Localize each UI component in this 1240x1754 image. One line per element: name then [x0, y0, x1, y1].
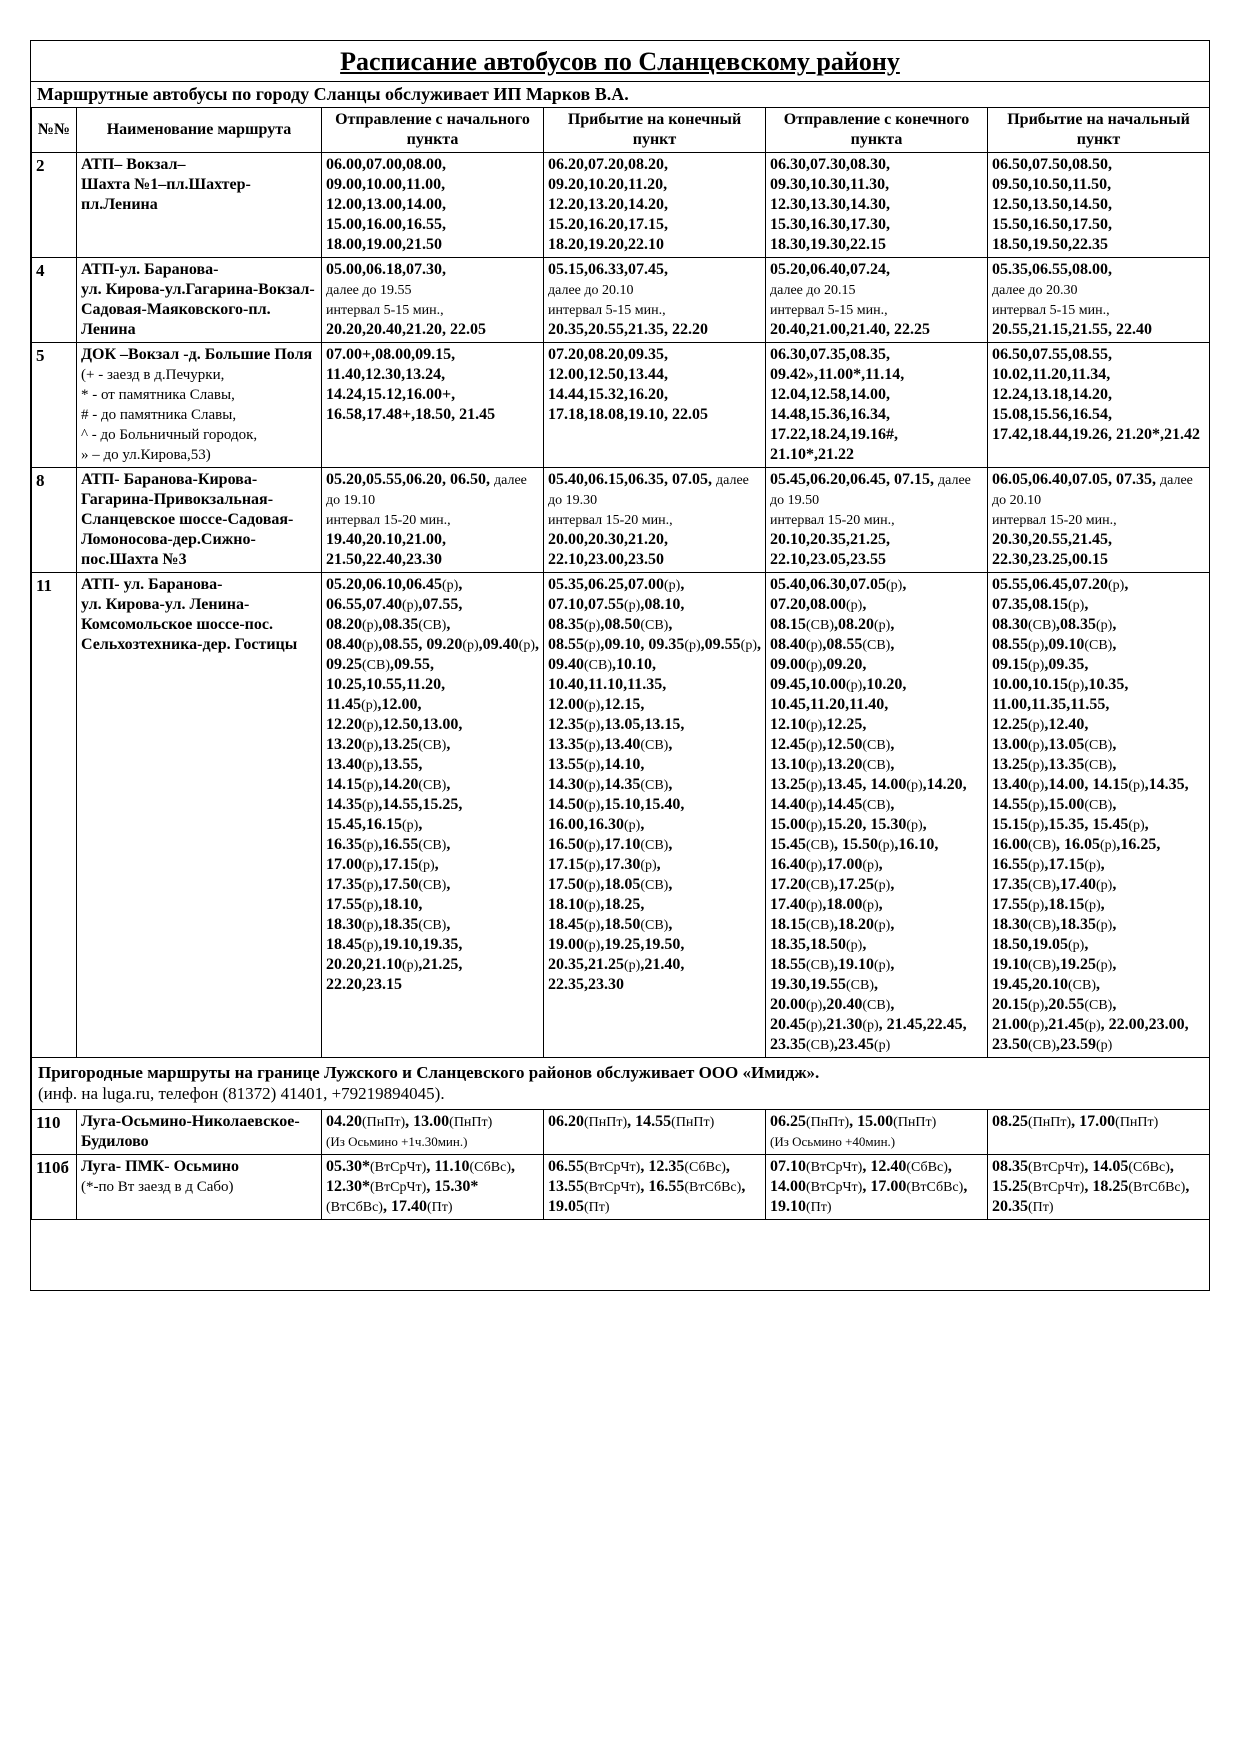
dep-end: 06.30,07.35,08.35, 09.42»,11.00*,11.14, … [766, 343, 988, 468]
arr-start: 06.50,07.55,08.55, 10.02,11.20,11.34, 12… [988, 343, 1210, 468]
dep-start: 04.20(ПнПт), 13.00(ПнПт)(Из Осьмино +1ч.… [322, 1109, 544, 1154]
dep-end: 06.30,07.30,08.30, 09.30,10.30,11.30, 12… [766, 153, 988, 258]
arr-end: 07.20,08.20,09.35, 12.00,12.50,13.44, 14… [544, 343, 766, 468]
arr-start: 06.05,06.40,07.05, 07.35, далее до 20.10… [988, 468, 1210, 573]
route-num: 5 [32, 343, 77, 468]
dep-start: 06.00,07.00,08.00, 09.00,10.00,11.00, 12… [322, 153, 544, 258]
dep-end: 05.45,06.20,06.45, 07.15, далее до 19.50… [766, 468, 988, 573]
route-num: 110 [32, 1109, 77, 1154]
dep-end: 05.40,06.30,07.05(р), 07.20,08.00(р), 08… [766, 573, 988, 1058]
col-arr-start: Прибытие на начальный пункт [988, 108, 1210, 153]
col-num: №№ [32, 108, 77, 153]
dep-start: 05.30*(ВтСрЧт), 11.10(СбВс), 12.30*(ВтСр… [322, 1154, 544, 1219]
route-name: АТП- Баранова-Кирова-Гагарина-Привокзаль… [77, 468, 322, 573]
table-row: 2АТП– Вокзал–Шахта №1–пл.Шахтер-пл.Ленин… [32, 153, 1210, 258]
table-row: 4АТП-ул. Баранова-ул. Кирова-ул.Гагарина… [32, 258, 1210, 343]
route-name: Луга-Осьмино-Николаевское-Будилово [77, 1109, 322, 1154]
table-row: 11АТП- ул. Баранова-ул. Кирова-ул. Ленин… [32, 573, 1210, 1058]
arr-end: 06.20,07.20,08.20, 09.20,10.20,11.20, 12… [544, 153, 766, 258]
arr-end: 05.40,06.15,06.35, 07.05, далее до 19.30… [544, 468, 766, 573]
route-name: АТП– Вокзал–Шахта №1–пл.Шахтер-пл.Ленина [77, 153, 322, 258]
dep-start: 07.00+,08.00,09.15, 11.40,12.30,13.24, 1… [322, 343, 544, 468]
arr-start: 05.35,06.55,08.00,далее до 20.30интервал… [988, 258, 1210, 343]
subtitle: Маршрутные автобусы по городу Сланцы обс… [31, 82, 1209, 108]
arr-end: 05.15,06.33,07.45,далее до 20.10интервал… [544, 258, 766, 343]
intertitle: Пригородные маршруты на границе Лужского… [32, 1058, 1210, 1110]
dep-start: 05.20,05.55,06.20, 06.50, далее до 19.10… [322, 468, 544, 573]
arr-start: 06.50,07.50,08.50, 09.50,10.50,11.50, 12… [988, 153, 1210, 258]
table-row: 110бЛуга- ПМК- Осьмино(*-по Вт заезд в д… [32, 1154, 1210, 1219]
schedule-container: Расписание автобусов по Сланцевскому рай… [30, 40, 1210, 1291]
arr-start: 08.25(ПнПт), 17.00(ПнПт) [988, 1109, 1210, 1154]
route-num: 110б [32, 1154, 77, 1219]
col-arr-end: Прибытие на конечный пункт [544, 108, 766, 153]
page-title: Расписание автобусов по Сланцевскому рай… [31, 41, 1209, 82]
dep-start: 05.20,06.10,06.45(р), 06.55,07.40(р),07.… [322, 573, 544, 1058]
route-num: 2 [32, 153, 77, 258]
schedule-table: №№ Наименование маршрута Отправление с н… [31, 108, 1210, 1220]
arr-end: 06.55(ВтСрЧт), 12.35(СбВс), 13.55(ВтСрЧт… [544, 1154, 766, 1219]
arr-end: 06.20(ПнПт), 14.55(ПнПт) [544, 1109, 766, 1154]
arr-start: 05.55,06.45,07.20(р), 07.35,08.15(р), 08… [988, 573, 1210, 1058]
route-num: 4 [32, 258, 77, 343]
table-row: 5ДОК –Вокзал -д. Большие Поля (+ - заезд… [32, 343, 1210, 468]
dep-end: 07.10(ВтСрЧт), 12.40(СбВс), 14.00(ВтСрЧт… [766, 1154, 988, 1219]
route-name: Луга- ПМК- Осьмино(*-по Вт заезд в д Саб… [77, 1154, 322, 1219]
dep-end: 05.20,06.40,07.24,далее до 20.15интервал… [766, 258, 988, 343]
table-row: 8АТП- Баранова-Кирова-Гагарина-Привокзал… [32, 468, 1210, 573]
arr-start: 08.35(ВтСрЧт), 14.05(СбВс), 15.25(ВтСрЧт… [988, 1154, 1210, 1219]
arr-end: 05.35,06.25,07.00(р), 07.10,07.55(р),08.… [544, 573, 766, 1058]
route-num: 11 [32, 573, 77, 1058]
col-dep-end: Отправление с конечного пункта [766, 108, 988, 153]
col-name: Наименование маршрута [77, 108, 322, 153]
route-name: АТП- ул. Баранова-ул. Кирова-ул. Ленина-… [77, 573, 322, 1058]
dep-start: 05.00,06.18,07.30,далее до 19.55интервал… [322, 258, 544, 343]
route-num: 8 [32, 468, 77, 573]
col-dep-start: Отправление с начального пункта [322, 108, 544, 153]
route-name: АТП-ул. Баранова-ул. Кирова-ул.Гагарина-… [77, 258, 322, 343]
table-row: 110Луга-Осьмино-Николаевское-Будилово04.… [32, 1109, 1210, 1154]
dep-end: 06.25(ПнПт), 15.00(ПнПт)(Из Осьмино +40м… [766, 1109, 988, 1154]
route-name: ДОК –Вокзал -д. Большие Поля (+ - заезд … [77, 343, 322, 468]
